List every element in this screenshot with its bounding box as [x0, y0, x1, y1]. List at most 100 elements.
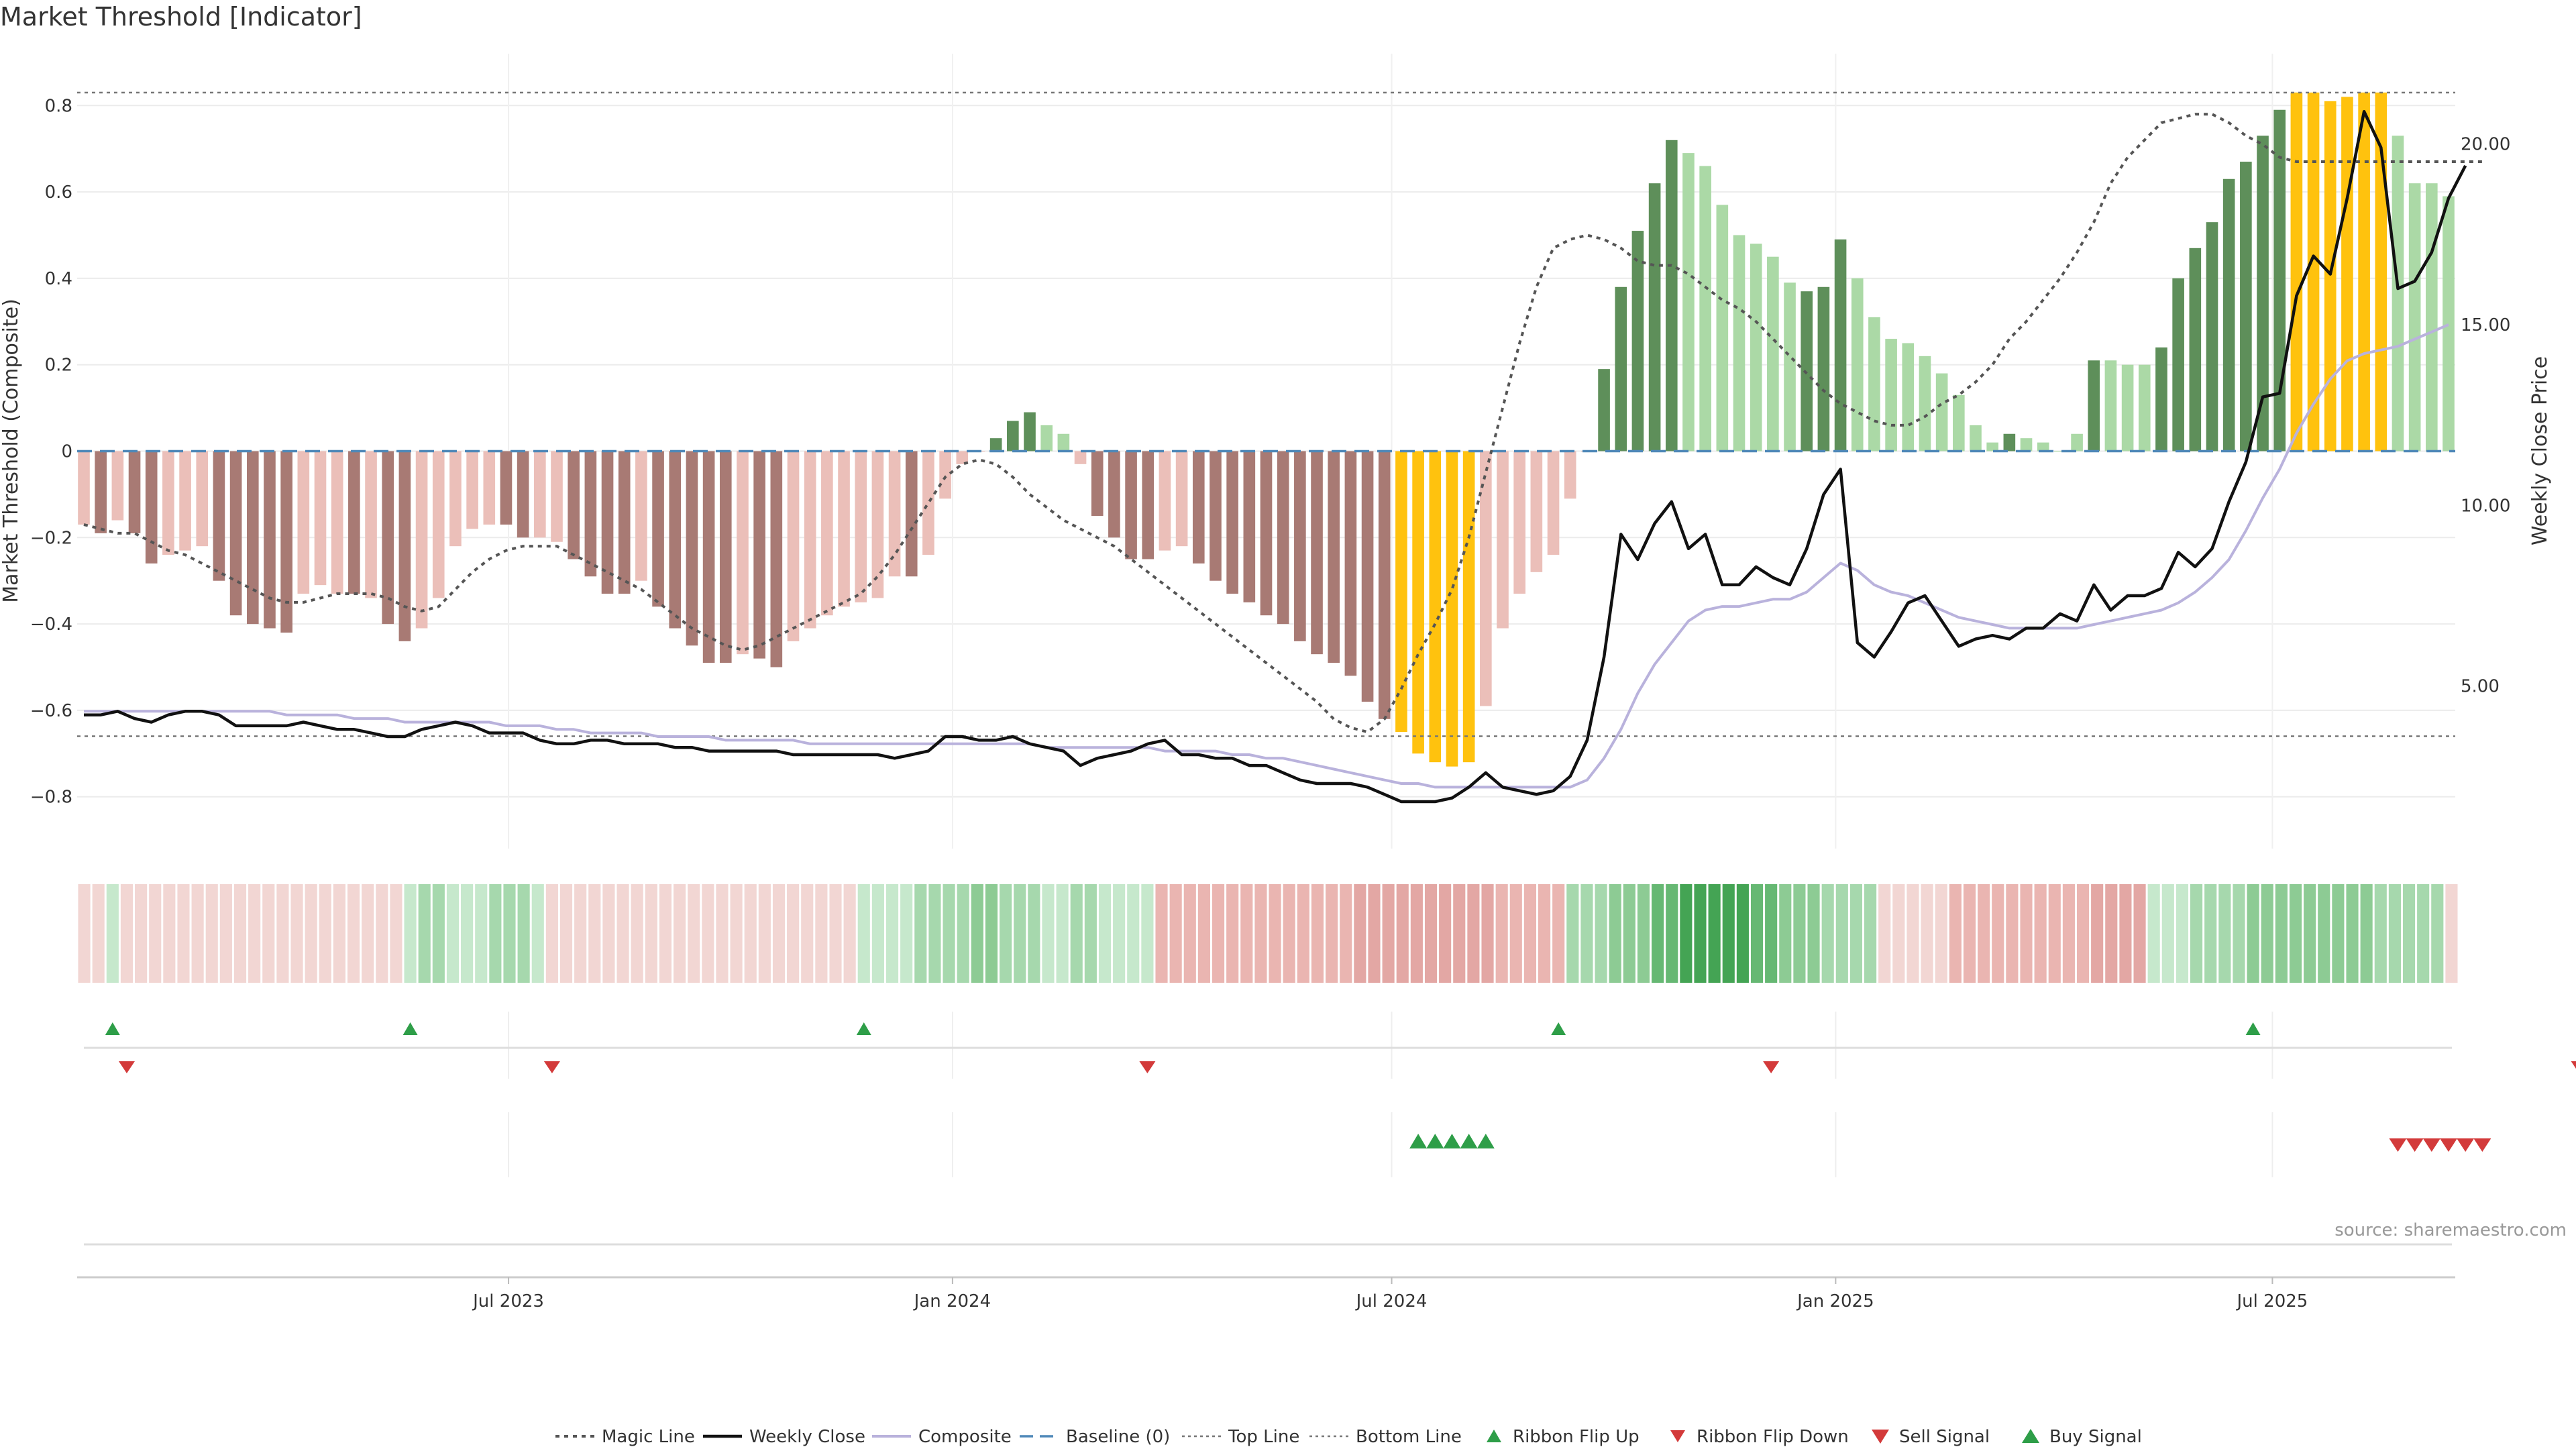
ribbon-cell: [1340, 884, 1352, 983]
ribbon-cell: [758, 884, 771, 983]
left-tick-label: −0.4: [30, 614, 72, 635]
ribbon-cell: [149, 884, 162, 983]
buy-signal-marker: [1426, 1134, 1444, 1148]
composite-bar: [348, 451, 360, 594]
legend-label: Top Line: [1228, 1427, 1299, 1447]
ribbon-cell: [2176, 884, 2189, 983]
ribbon-cell: [1240, 884, 1253, 983]
ribbon-cell: [362, 884, 374, 983]
ribbon-cell: [531, 884, 544, 983]
composite-bar: [1074, 451, 1087, 464]
ribbon-cell: [1254, 884, 1267, 983]
ribbon-flip-up-marker: [2245, 1022, 2261, 1035]
ribbon-cell: [233, 884, 247, 983]
composite-bar: [1091, 451, 1104, 517]
ribbon-cell: [943, 884, 955, 983]
ribbon-cell: [928, 884, 941, 983]
composite-bar: [1953, 394, 1965, 451]
ribbon-cell: [2020, 884, 2033, 983]
composite-bar: [2189, 248, 2202, 451]
composite-bar: [2104, 360, 2117, 451]
ribbon-flip-down-marker: [118, 1061, 135, 1073]
ribbon-cell: [2034, 884, 2047, 983]
ribbon-cell: [1283, 884, 1295, 983]
sell-signal-marker: [2440, 1138, 2457, 1152]
composite-bar: [2426, 183, 2438, 451]
ribbon-cell: [857, 884, 870, 983]
ribbon-cell: [248, 884, 261, 983]
ribbon-cell: [1155, 884, 1168, 983]
composite-bar: [2121, 364, 2134, 451]
ribbon-cell: [559, 884, 573, 983]
right-tick-label: 20.00: [2461, 135, 2510, 155]
ribbon-cell: [1821, 884, 1834, 983]
ribbon-cell: [1907, 884, 1919, 983]
x-tick-label: Jan 2024: [913, 1291, 991, 1311]
ribbon-cell: [1978, 884, 1990, 983]
composite-bar: [1361, 451, 1374, 702]
ribbon-cell: [461, 884, 474, 983]
legend-icon: [1487, 1430, 1501, 1442]
ribbon-cell: [1042, 884, 1055, 983]
ribbon-cell: [390, 884, 402, 983]
composite-bar: [1767, 256, 1779, 451]
composite-bar: [382, 451, 394, 625]
ribbon-cell: [602, 884, 615, 983]
ribbon-cell: [1736, 884, 1749, 983]
composite-bar: [449, 451, 462, 547]
ribbon-cell: [1000, 884, 1012, 983]
ribbon-cell: [305, 884, 317, 983]
ribbon-cell: [1595, 884, 1607, 983]
ribbon-cell: [815, 884, 828, 983]
ribbon-cell: [574, 884, 587, 983]
ribbon-cell: [120, 884, 133, 983]
ribbon-cell: [404, 884, 417, 983]
ribbon-flip-down-marker: [2571, 1061, 2576, 1069]
ribbon-cell: [957, 884, 969, 983]
ribbon-cell: [1779, 884, 1792, 983]
composite-bar: [686, 451, 698, 646]
composite-bar: [1817, 286, 1830, 451]
ribbon-cell: [503, 884, 516, 983]
composite-bar: [1682, 153, 1695, 451]
composite-bar: [2088, 360, 2100, 451]
composite-bar: [888, 451, 901, 577]
ribbon-cell: [1354, 884, 1366, 983]
composite-bar: [1175, 451, 1188, 547]
ribbon-cell: [1269, 884, 1281, 983]
composite-bar: [855, 451, 867, 602]
ribbon-cell: [1495, 884, 1508, 983]
composite-bar: [1328, 451, 1340, 663]
composite-bar: [871, 451, 884, 598]
composite-bar: [2003, 433, 2016, 451]
ribbon-cell: [900, 884, 913, 983]
ribbon-cell: [1765, 884, 1778, 983]
composite-bar: [1885, 339, 1897, 451]
ribbon-cell: [319, 884, 331, 983]
legend: Magic Line Weekly Close Composite Baseline …: [555, 1427, 2142, 1447]
composite-bar: [466, 451, 478, 529]
composite-bar: [1564, 451, 1576, 499]
composite-bar: [1159, 451, 1171, 551]
ribbon-cell: [262, 884, 275, 983]
ribbon-cell: [730, 884, 743, 983]
ribbon-cell: [674, 884, 686, 983]
ribbon-cell: [1878, 884, 1891, 983]
composite-bar: [111, 451, 124, 521]
ribbon-cell: [2204, 884, 2217, 983]
ribbon-flip-up-marker: [856, 1022, 871, 1035]
ribbon-cell: [971, 884, 983, 983]
composite-bar: [1648, 183, 1661, 451]
composite-bar: [2290, 92, 2303, 451]
composite-bar: [1260, 451, 1273, 616]
ribbon-cell: [1680, 884, 1693, 983]
ribbon-cell: [2147, 884, 2160, 983]
ribbon-cell: [2388, 884, 2401, 983]
composite-bar: [1024, 412, 1036, 451]
composite-bar: [365, 451, 377, 598]
composite-bar: [196, 451, 209, 547]
composite-bar: [584, 451, 597, 577]
composite-bar: [821, 451, 833, 616]
composite-bar: [213, 451, 225, 581]
sell-signal-marker: [2473, 1138, 2491, 1152]
